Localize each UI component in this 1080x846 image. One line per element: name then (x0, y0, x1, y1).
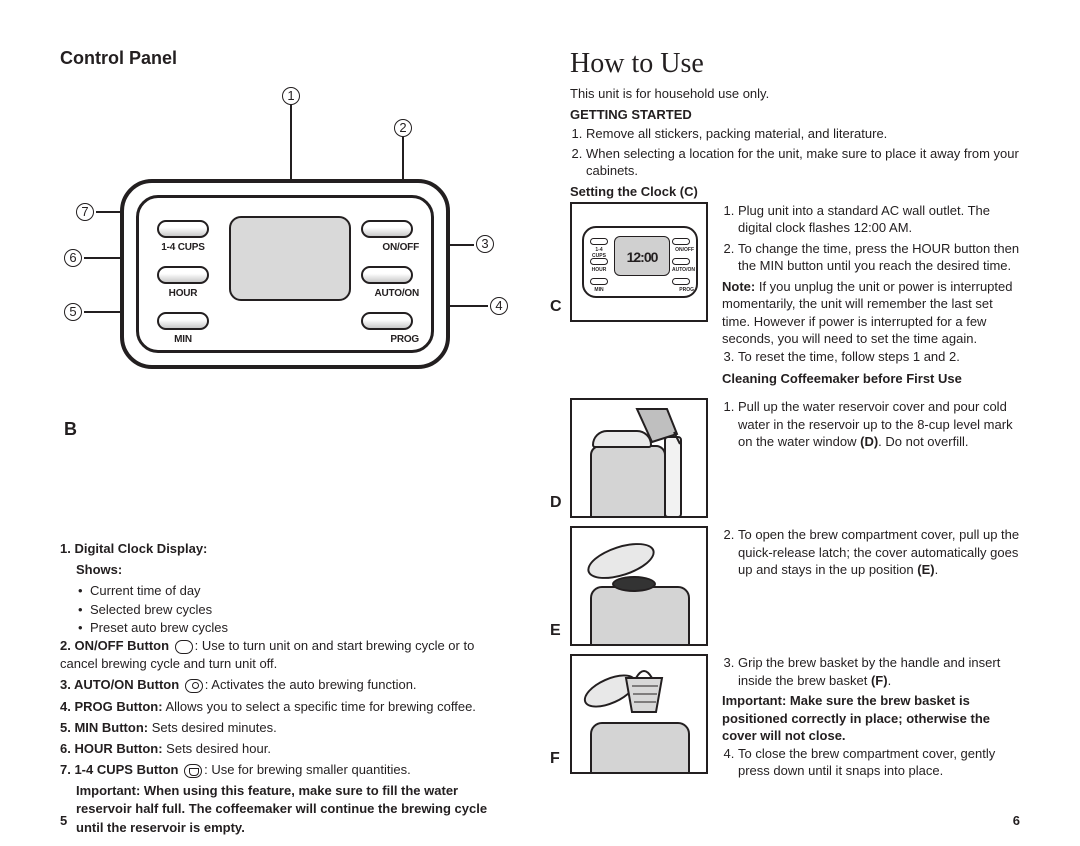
min-button-icon (157, 312, 209, 330)
intro-text: This unit is for household use only. (570, 86, 1020, 101)
desc-1-title: 1. Digital Clock Display: (60, 541, 207, 556)
control-panel-description: 1. Digital Clock Display: Shows: Current… (60, 540, 500, 837)
gs-step-1: Remove all stickers, packing material, a… (586, 125, 1020, 143)
page-number-right: 6 (1013, 813, 1020, 828)
lcd-display-icon (229, 216, 351, 301)
right-page: How to Use This unit is for household us… (540, 0, 1080, 846)
desc-5-text: Sets desired minutes. (152, 720, 277, 735)
figure-c-box: 12:00 1-4 CUPS HOUR MIN ON/OFF AUTO/ON P… (570, 202, 708, 322)
callout-3: 3 (476, 235, 494, 253)
getting-started-head: GETTING STARTED (570, 107, 1020, 122)
callout-2: 2 (394, 119, 412, 137)
clock-inline-icon (185, 679, 203, 693)
d-step-1: Pull up the water reservoir cover and po… (738, 398, 1020, 451)
f-important: Important: Make sure the brew basket is … (722, 693, 990, 743)
bullet-brew: Selected brew cycles (90, 601, 500, 619)
prog-label: PROG (359, 334, 419, 345)
mini-onoff: ON/OFF (672, 247, 694, 253)
desc-3-text: : Activates the auto brewing function. (205, 677, 417, 692)
cups-button-icon (157, 220, 209, 238)
f-step-3: Grip the brew basket by the handle and i… (738, 654, 1020, 689)
autoon-label: AUTO/ON (359, 288, 419, 299)
callout-1: 1 (282, 87, 300, 105)
e-step-2: To open the brew compartment cover, pull… (738, 526, 1020, 579)
desc-2-title: 2. ON/OFF Button (60, 638, 169, 653)
cleaning-head: Cleaning Coffeemaker before First Use (722, 370, 1020, 388)
desc-7-text: : Use for brewing smaller quantities. (204, 762, 411, 777)
page-number-left: 5 (60, 813, 67, 828)
figure-c-label: C (550, 298, 562, 316)
pour-cup-icon (632, 404, 687, 446)
mini-cups: 1-4 CUPS (588, 247, 610, 259)
desc-4-text: Allows you to select a specific time for… (165, 699, 475, 714)
autoon-button-icon (361, 266, 413, 284)
mini-lcd: 12:00 (614, 236, 670, 276)
callout-7: 7 (76, 203, 94, 221)
cups-label: 1-4 CUPS (153, 242, 213, 253)
brew-basket-icon (618, 668, 674, 724)
callout-6: 6 (64, 249, 82, 267)
onoff-label: ON/OFF (359, 242, 419, 253)
desc-1-shows: Shows: (76, 562, 122, 577)
setting-clock-head: Setting the Clock (C) (570, 184, 1020, 199)
control-panel-diagram: 1 2 3 4 5 6 7 1-4 CUPS HOUR MIN (50, 89, 470, 399)
min-label: MIN (153, 334, 213, 345)
onoff-button-icon (361, 220, 413, 238)
desc-7-title: 7. 1-4 CUPS Button (60, 762, 178, 777)
figure-f-box: F (570, 654, 708, 774)
mini-autoon: AUTO/ON (672, 267, 694, 273)
how-to-use-heading: How to Use (570, 48, 1020, 80)
mini-prog: PROG (672, 287, 694, 293)
left-page: Control Panel 1 2 3 4 5 6 7 (0, 0, 540, 846)
desc-6-text: Sets desired hour. (166, 741, 271, 756)
desc-important: Important: When using this feature, make… (76, 783, 487, 834)
figure-b-label: B (64, 419, 500, 440)
cup-inline-icon (184, 764, 202, 778)
c-step-2: To change the time, press the HOUR butto… (738, 240, 1020, 275)
figure-e-box: E (570, 526, 708, 646)
c-note-text: If you unplug the unit or power is inter… (722, 279, 1012, 347)
figure-d-label: D (550, 494, 562, 512)
hour-label: HOUR (153, 288, 213, 299)
prog-button-icon (361, 312, 413, 330)
hour-button-icon (157, 266, 209, 284)
note-label: Note: (722, 279, 755, 294)
figure-d-box: D (570, 398, 708, 518)
mini-hour: HOUR (588, 267, 610, 273)
onoff-inline-icon (175, 640, 193, 654)
f-step-4: To close the brew compartment cover, gen… (738, 745, 1020, 780)
mini-min: MIN (588, 287, 610, 293)
c-step-3: To reset the time, follow steps 1 and 2. (738, 348, 1020, 366)
figure-f-label: F (550, 750, 560, 768)
control-panel-heading: Control Panel (60, 48, 500, 69)
gs-step-2: When selecting a location for the unit, … (586, 145, 1020, 180)
bullet-time: Current time of day (90, 582, 500, 600)
figure-e-label: E (550, 622, 561, 640)
callout-4: 4 (490, 297, 508, 315)
bullet-preset: Preset auto brew cycles (90, 619, 500, 637)
desc-3-title: 3. AUTO/ON Button (60, 677, 179, 692)
callout-5: 5 (64, 303, 82, 321)
c-step-1: Plug unit into a standard AC wall outlet… (738, 202, 1020, 237)
